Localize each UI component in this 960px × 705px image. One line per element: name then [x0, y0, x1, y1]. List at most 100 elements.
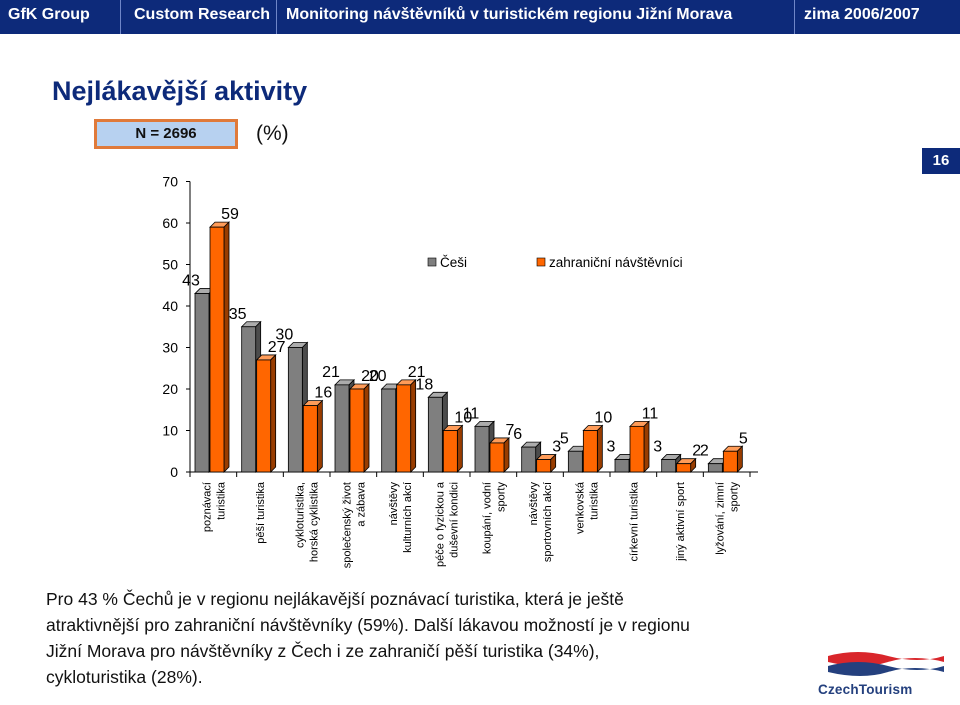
data-label: 3	[552, 439, 561, 456]
bar-side	[270, 353, 277, 473]
header-divider	[120, 0, 121, 34]
bar-side	[736, 445, 743, 473]
bar-side	[363, 383, 370, 473]
data-label: 5	[560, 430, 569, 447]
season-label: zima 2006/2007	[804, 6, 920, 23]
data-label: 21	[408, 364, 426, 381]
bar	[536, 459, 552, 473]
bar	[396, 384, 412, 473]
y-tick-label: 70	[162, 174, 178, 190]
bar	[442, 430, 458, 473]
bar	[661, 459, 677, 473]
bar	[614, 459, 630, 473]
data-label: 2	[692, 443, 701, 460]
category-label: sportovních akcí	[542, 482, 554, 562]
category-label: sporty	[729, 482, 741, 512]
data-label: 43	[182, 273, 200, 290]
bar-side	[223, 221, 230, 473]
category-label: turistika	[589, 481, 601, 520]
data-label: 20	[369, 368, 387, 385]
bar	[489, 442, 505, 473]
bar	[521, 446, 537, 473]
summary-text: Pro 43 % Čechů je v regionu nejlákavější…	[46, 586, 846, 690]
header-bar: GfK Group Custom Research Monitoring náv…	[0, 0, 960, 34]
y-tick-label: 50	[162, 257, 178, 273]
category-label: duševní kondici	[449, 482, 461, 558]
bar	[582, 430, 598, 473]
y-tick-label: 40	[162, 298, 178, 314]
bar	[349, 388, 365, 473]
bar	[722, 450, 738, 473]
data-label: 7	[506, 422, 515, 439]
category-label: církevní turistika	[628, 481, 640, 561]
summary-line: cykloturistika (28%).	[46, 667, 203, 687]
bar	[707, 463, 723, 473]
bar	[474, 425, 490, 473]
legend-swatch	[427, 257, 437, 267]
data-label: 30	[275, 327, 293, 344]
category-label: venkovská	[575, 481, 587, 534]
bar-side	[316, 399, 323, 473]
category-label: pěší turistika	[255, 481, 267, 544]
category-label: kulturních akcí	[402, 482, 414, 553]
data-label: 3	[653, 439, 662, 456]
data-label: 3	[607, 439, 616, 456]
category-label: návštěvy	[388, 482, 400, 526]
bar	[381, 388, 397, 473]
bar	[256, 359, 272, 473]
division-name: Custom Research	[134, 6, 271, 23]
data-label: 10	[454, 410, 472, 427]
bar	[209, 226, 225, 473]
data-label: 11	[642, 405, 659, 422]
bar	[629, 425, 645, 473]
company-name: GfK Group	[8, 6, 90, 23]
category-label: lyžování, zimní	[715, 482, 727, 555]
logo-text: CzechTourism	[818, 682, 913, 697]
bar	[194, 293, 210, 473]
data-label: 11	[463, 405, 480, 422]
category-label: koupání, vodní	[481, 482, 493, 554]
category-label: společenský život	[341, 482, 353, 568]
unit-label: (%)	[256, 122, 289, 145]
page-title: Nejlákavější aktivity	[52, 76, 308, 106]
bar	[567, 450, 583, 473]
y-tick-label: 20	[162, 381, 178, 397]
bar	[302, 405, 318, 473]
summary-line: Jižní Morava pro návštěvníky z Čech i ze…	[46, 641, 600, 661]
category-label: péče o fyzickou a	[435, 481, 447, 567]
data-label: 27	[268, 339, 286, 356]
logo-mark-icon	[828, 652, 944, 676]
data-label: 5	[739, 430, 748, 447]
bar	[676, 463, 692, 473]
category-label: jiný aktivní sport	[675, 482, 687, 562]
bar-side	[596, 424, 603, 473]
data-label: 6	[513, 426, 522, 443]
bar	[287, 347, 303, 473]
category-label: sporty	[495, 482, 507, 512]
data-label: 59	[221, 206, 239, 223]
category-label: turistika	[215, 481, 227, 520]
bar-side	[503, 436, 510, 473]
legend-label: zahraniční návštěvníci	[549, 255, 683, 270]
y-tick-label: 30	[162, 340, 178, 356]
bar	[427, 396, 443, 473]
data-label: 10	[594, 410, 612, 427]
data-label: 21	[322, 364, 340, 381]
bar	[334, 384, 350, 473]
summary-line: atraktivnější pro zahraniční návštěvníky…	[46, 615, 690, 635]
data-label: 20	[361, 368, 379, 385]
data-label: 2	[700, 443, 709, 460]
summary-line: Pro 43 % Čechů je v regionu nejlákavější…	[46, 589, 624, 609]
header-divider	[276, 0, 277, 34]
project-title: Monitoring návštěvníků v turistickém reg…	[286, 6, 733, 23]
data-label: 35	[229, 306, 247, 323]
data-label: 16	[314, 385, 332, 402]
bar	[241, 326, 257, 473]
czechtourism-logo: CzechTourism	[818, 648, 948, 700]
bar-side	[643, 420, 650, 473]
page-number: 16	[922, 148, 960, 174]
category-label: poznávací	[201, 482, 213, 532]
legend-swatch	[536, 257, 546, 267]
sample-size-box: N = 2696	[94, 119, 238, 149]
